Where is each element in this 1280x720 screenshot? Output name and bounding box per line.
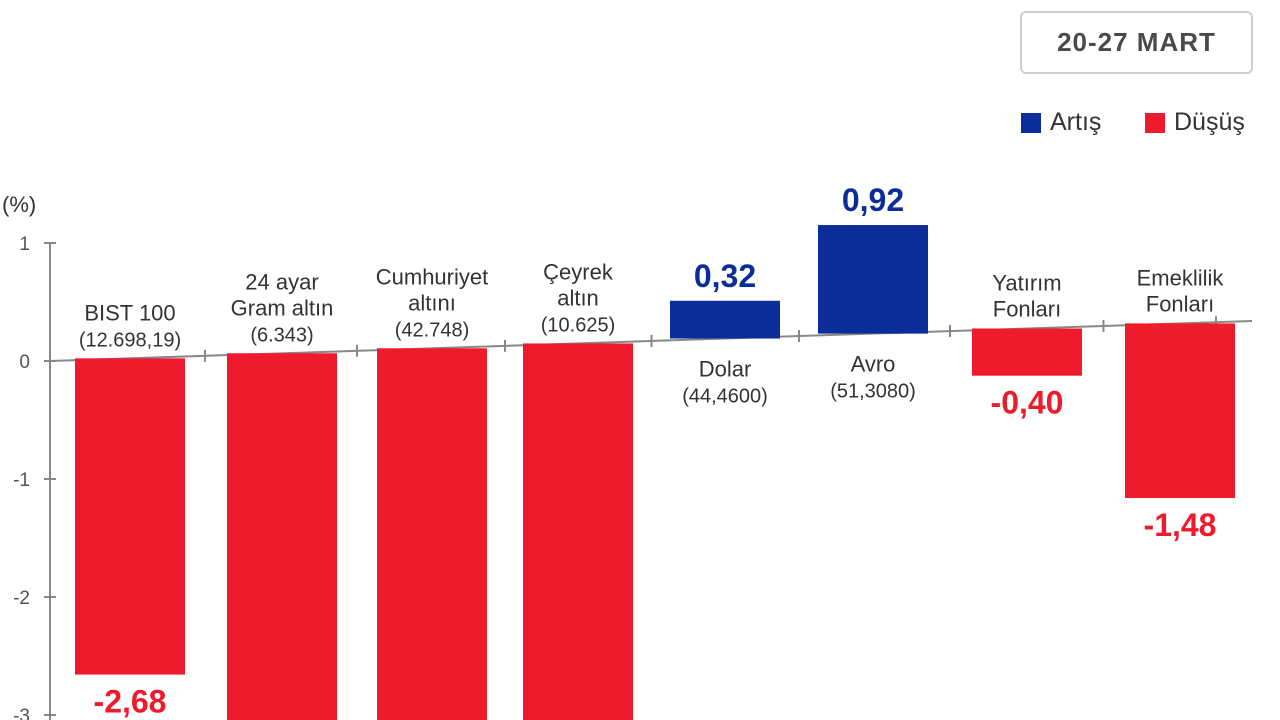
- data-label: 0,32: [694, 258, 756, 294]
- category-label: Avro: [851, 352, 896, 377]
- category-label: Fonları: [1146, 291, 1214, 316]
- data-label: -0,40: [991, 385, 1064, 421]
- category-label: Fonları: [993, 296, 1061, 321]
- category-label: 24 ayar: [245, 269, 318, 294]
- bar: [523, 343, 633, 720]
- legend-decrease-swatch: [1145, 112, 1165, 133]
- legend-increase: Artış: [1021, 108, 1101, 137]
- legend-increase-label: Artış: [1050, 108, 1102, 136]
- category-sublabel: (51,3080): [830, 381, 916, 403]
- y-tick-label: 1: [19, 234, 30, 255]
- category-sublabel: (10.625): [541, 314, 616, 336]
- bar: [972, 328, 1082, 376]
- category-label: altını: [408, 290, 456, 315]
- y-tick-label: -2: [13, 588, 30, 609]
- y-tick-label: 0: [19, 352, 30, 373]
- category-label: Çeyrek: [543, 259, 614, 284]
- category-sublabel: (44,4600): [682, 386, 768, 408]
- data-label: -2,68: [94, 684, 167, 720]
- category-label: Emeklilik: [1137, 265, 1225, 290]
- bar: [227, 353, 337, 720]
- category-sublabel: (12.698,19): [79, 329, 181, 351]
- legend-decrease-label: Düşüş: [1174, 108, 1245, 136]
- legend-increase-swatch: [1021, 112, 1041, 133]
- category-label: BIST 100: [84, 300, 175, 325]
- category-label: altın: [557, 285, 599, 310]
- legend-decrease: Düşüş: [1145, 108, 1245, 137]
- bar: [670, 300, 780, 339]
- bar: [1125, 323, 1235, 499]
- y-tick-label: -3: [13, 706, 30, 720]
- category-label: Gram altın: [231, 295, 334, 320]
- date-range-badge: 20-27 MART: [1020, 11, 1253, 74]
- y-axis-label: (%): [2, 192, 36, 217]
- category-label: Dolar: [699, 357, 752, 382]
- category-sublabel: (42.748): [395, 319, 470, 341]
- bar: [818, 225, 928, 334]
- category-label: Cumhuriyet: [376, 264, 488, 289]
- data-label: -1,48: [1144, 507, 1217, 543]
- category-sublabel: (6.343): [250, 324, 313, 346]
- data-label: 0,92: [842, 182, 904, 218]
- bar: [75, 358, 185, 675]
- bar: [377, 348, 487, 720]
- category-label: Yatırım: [992, 270, 1061, 295]
- y-tick-label: -1: [13, 470, 30, 491]
